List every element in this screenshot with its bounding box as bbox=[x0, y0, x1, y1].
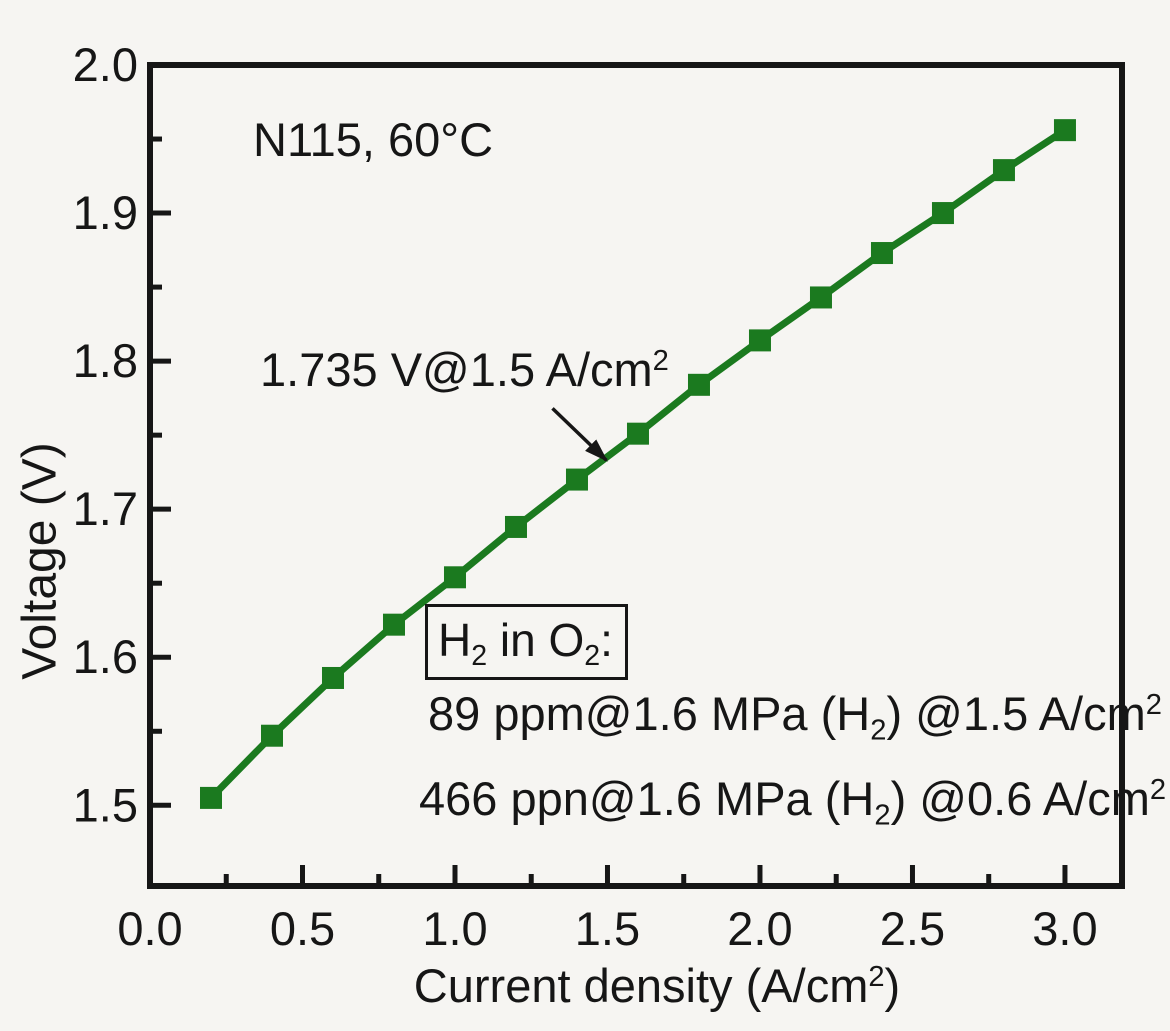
y-tick-label: 2.0 bbox=[73, 38, 138, 91]
x-tick-label: 3.0 bbox=[1032, 902, 1097, 955]
legend-title: H2 in O2: bbox=[438, 614, 613, 673]
data-point-marker bbox=[992, 159, 1015, 182]
plot-frame bbox=[147, 62, 1125, 889]
axes bbox=[147, 62, 1068, 886]
y-tick-label: 1.9 bbox=[73, 186, 138, 239]
x-tick-label: 1.5 bbox=[575, 902, 640, 955]
series-n115-60-c bbox=[199, 119, 1076, 809]
data-point-marker bbox=[504, 515, 527, 538]
x-axis-label: Current density (A/cm2) bbox=[413, 959, 901, 1012]
y-tick-label: 1.6 bbox=[73, 630, 138, 683]
data-point-marker bbox=[565, 468, 588, 491]
data-point-marker bbox=[748, 329, 771, 352]
data-point-marker bbox=[1053, 119, 1076, 142]
data-point-marker bbox=[443, 566, 466, 589]
x-tick-label: 1.0 bbox=[422, 902, 487, 955]
data-point-marker bbox=[870, 242, 893, 265]
data-point-marker bbox=[321, 666, 344, 689]
condition-annotation: N115, 60°C bbox=[253, 113, 494, 166]
data-point-marker bbox=[687, 373, 710, 396]
x-tick-label: 2.0 bbox=[727, 902, 792, 955]
callout-arrow bbox=[551, 407, 608, 462]
y-tick-label: 1.8 bbox=[73, 334, 138, 387]
x-tick-label: 2.5 bbox=[880, 902, 945, 955]
legend-title-box: H2 in O2: bbox=[425, 604, 628, 680]
data-point-marker bbox=[382, 613, 405, 636]
data-point-marker bbox=[931, 202, 954, 225]
y-tick-label: 1.5 bbox=[73, 778, 138, 831]
tick-labels: 0.0 0.5 1.0 1.5 2.0 2.5 3.0 1.5 1.6 1.7 1.8 1.9 2.0 bbox=[73, 38, 1098, 955]
data-point-marker bbox=[626, 422, 649, 445]
y-tick-label: 1.7 bbox=[73, 482, 138, 535]
x-tick-label: 0.0 bbox=[117, 902, 182, 955]
legend-line-2: 466 ppn@1.6 MPa (H2) @0.6 A/cm2 bbox=[419, 772, 1167, 832]
data-point-marker bbox=[809, 286, 832, 309]
callout-annotation: 1.735 V@1.5 A/cm2 bbox=[260, 343, 669, 396]
data-point-marker bbox=[199, 786, 222, 809]
legend-line-1: 89 ppm@1.6 MPa (H2) @1.5 A/cm2 bbox=[428, 687, 1162, 747]
y-axis-label: Voltage (V) bbox=[13, 442, 67, 680]
x-tick-label: 0.5 bbox=[270, 902, 335, 955]
data-point-marker bbox=[260, 724, 283, 747]
